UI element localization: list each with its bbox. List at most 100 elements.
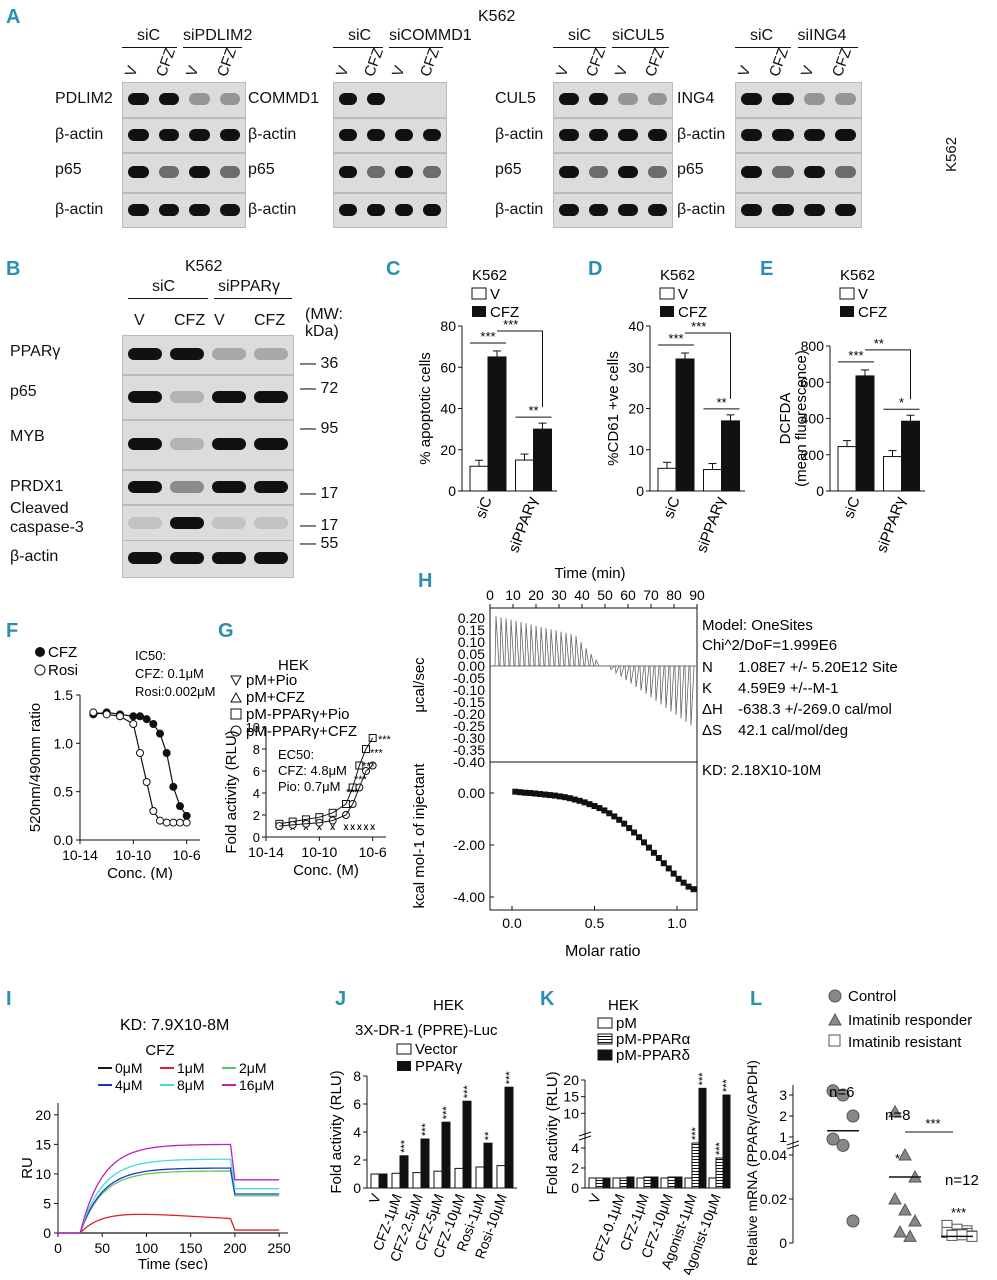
- point-pM+CFZ: x: [357, 822, 362, 833]
- x-axis-label: Conc. (M): [293, 862, 359, 879]
- n-responder: n=8: [885, 1107, 910, 1124]
- top-tick-label: 10: [505, 587, 521, 603]
- panel-a-group-2-band-0-3: [647, 93, 667, 105]
- panel-a-group-0-line-left: [122, 47, 177, 48]
- itc-point: [546, 792, 553, 799]
- panel-a-group-0-row-label-2: p65: [55, 161, 82, 178]
- panel-a-group-0-band-1-0: [128, 128, 149, 141]
- chart-title: K562: [840, 267, 875, 284]
- panel-a-group-1-right: siCOMMD1: [389, 27, 472, 44]
- ic50-title: IC50:: [135, 648, 166, 663]
- point-control: [826, 1132, 840, 1146]
- axis-break-1: [578, 1131, 592, 1137]
- fit-value: 42.1 cal/mol/deg: [738, 722, 848, 739]
- x-tick-label-0: siC: [660, 494, 683, 520]
- y-tick-label: 30: [628, 359, 644, 375]
- x-tick-label: 0.0: [502, 915, 522, 931]
- point-CFZ: [176, 802, 184, 811]
- fit-param: ΔH: [702, 701, 723, 718]
- legend-marker-responder: [828, 1012, 842, 1026]
- fit-value: 4.59E9 +/--M-1: [738, 680, 838, 697]
- legend-label-5: 16μM: [239, 1077, 274, 1093]
- sig-mark: ***: [441, 1106, 453, 1120]
- ec50-cfz: CFZ: 4.8μM: [278, 763, 347, 778]
- bar-pM-PPARα-CFZ-10μM: [667, 1176, 676, 1189]
- top-y-axis-label: μcal/sec: [411, 657, 428, 713]
- x-axis-label: Time (sec): [138, 1256, 208, 1270]
- legend-swatch-v: [659, 287, 675, 300]
- bar-pM-V: [588, 1177, 597, 1189]
- bar-pM-PPARα-V: [595, 1177, 604, 1189]
- top-y-tick-label: -0.05: [453, 670, 485, 686]
- bar-pM-Agonist-10μM: [708, 1177, 717, 1189]
- panel-b-band-3-2: [212, 480, 246, 493]
- panel-a-group-0-band-1-3: [219, 128, 240, 141]
- top-y-tick-label: 0.05: [458, 646, 485, 662]
- ec50-pio: Pio: 0.7μM: [278, 779, 340, 794]
- chi-text: Chi^2/DoF=1.999E6: [702, 637, 837, 654]
- chart-title: K562: [472, 267, 507, 284]
- sig-line-2: [685, 332, 731, 399]
- point-pM+CFZ: x: [317, 822, 322, 833]
- y-tick-label: 20: [440, 442, 456, 458]
- axis-break-1: [786, 1140, 800, 1146]
- top-y-tick-label: -0.40: [453, 754, 485, 770]
- panel-b-mw-4: — 17: [300, 517, 339, 534]
- y-tick-label: 15: [35, 1136, 51, 1152]
- x-tick-label: 10-6: [173, 847, 201, 863]
- panel-label-d: D: [588, 258, 603, 280]
- panel-b-band-4-2: [212, 516, 246, 529]
- itc-point: [517, 789, 524, 796]
- bar-V-siPPARγ: [703, 469, 722, 492]
- panel-a-group-0-band-3-0: [128, 203, 149, 216]
- sig-3: ***: [370, 747, 384, 759]
- panel-label-g: G: [218, 620, 234, 642]
- bar-PPARγ-Rosi-10μM: [504, 1086, 514, 1189]
- x-tick-label: 1.0: [667, 915, 687, 931]
- bar-V-siC: [469, 465, 489, 492]
- panel-a-group-2-right: siCUL5: [612, 27, 665, 44]
- itc-point: [542, 791, 548, 798]
- legend-swatch-cfz: [660, 306, 674, 317]
- y-tick-label: 3: [779, 1087, 787, 1103]
- sig-2: ***: [503, 317, 518, 332]
- panel-label-a: A: [6, 6, 21, 28]
- bar-pM-PPARδ-CFZ-10μM: [674, 1176, 683, 1189]
- sig-0: ***: [346, 787, 360, 799]
- sig-1: ***: [848, 348, 863, 363]
- curve-pM-PPARγ+CFZ: [279, 765, 373, 827]
- panel-b-band-5-1: [170, 552, 204, 564]
- top-tick-label: 90: [689, 587, 705, 603]
- legend-label-0: pM+Pio: [246, 672, 297, 689]
- itc-point: [690, 886, 697, 893]
- panel-a-group-1-band-1-2: [395, 128, 413, 141]
- panel-a-group-0-band-0-2: [189, 93, 210, 105]
- bar-Vector-Rosi-1μM: [475, 1166, 485, 1189]
- point-responder: [903, 1229, 917, 1242]
- panel-a-group-1-band-2-0: [339, 166, 357, 178]
- y-tick-label: 2: [353, 1152, 361, 1168]
- panel-a-group-1-line-right: [389, 47, 443, 48]
- sensorgram-1μM: [58, 1213, 280, 1234]
- y-axis-label: RU: [20, 1157, 36, 1179]
- bar-CFZ-siPPARγ: [721, 420, 740, 492]
- n-control: n=6: [829, 1084, 854, 1101]
- panel-b-band-1-0: [128, 390, 162, 403]
- legend-label-cfz: CFZ: [48, 644, 77, 661]
- itc-point: [611, 813, 618, 820]
- top-y-tick-label: 0.20: [458, 610, 485, 626]
- y-tick-label: 20: [563, 1072, 579, 1088]
- n-resistant: n=12: [945, 1172, 979, 1189]
- sensorgram-8μM: [58, 1158, 280, 1234]
- panel-b-row-label-0: PPARγ: [10, 343, 61, 360]
- itc-point: [641, 839, 647, 846]
- point-CFZ: [162, 749, 171, 757]
- point-Rosi: [116, 712, 124, 721]
- y-tick-label: 8: [253, 742, 260, 757]
- kd-text: KD: 2.18X10-10M: [702, 762, 821, 779]
- bar-pM-CFZ-1μM: [636, 1177, 645, 1189]
- x-tick-label: 50: [94, 1240, 110, 1256]
- x-tick-label-0: siC: [472, 494, 495, 520]
- panel-b-group-sic: siC: [152, 278, 176, 295]
